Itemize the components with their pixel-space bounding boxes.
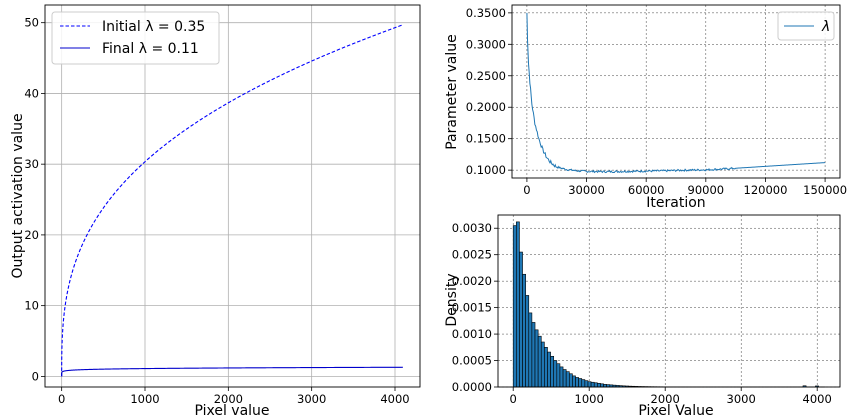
x-tick-label: 150000 [803,183,847,197]
histogram-bar [534,329,539,388]
histogram-ylabel: Density [444,273,460,326]
x-tick-label: 2000 [651,392,680,406]
histogram-ticks: 0 1000 2000 3000 4000 0.0000 0.0005 0.0010 0.001… [452,221,832,406]
x-tick-label: 2000 [214,392,243,406]
x-tick-label: 120000 [744,183,788,197]
histogram-bar [512,225,517,388]
y-tick-label: 40 [24,86,39,100]
histogram-bar [590,381,595,388]
activation-series [61,24,404,377]
series-initial-line [61,24,404,377]
x-tick-label: 1000 [130,392,159,406]
y-tick-label: 0.0025 [452,248,492,262]
x-tick-label: 4000 [380,392,409,406]
y-tick-label: 0.2500 [466,69,506,83]
activation-ticks: 0 1000 2000 3000 4000 0 10 20 30 40 50 [24,16,409,406]
y-tick-label: 0.0020 [452,274,492,288]
lambda-plot-frame [511,4,841,179]
lambda-ticks: 0 30000 60000 90000 120000 150000 0.1000 0.1500… [466,6,847,197]
y-tick-label: 0.0000 [452,380,492,394]
activation-plot: 0 1000 2000 3000 4000 0 10 20 30 40 50 Pixel value… [10,4,421,418]
activation-legend: Initial λ = 0.35 Final λ = 0.11 [51,11,220,65]
histogram-bar [559,366,564,388]
x-tick-label: 60000 [628,183,665,197]
activation-legend-box [51,11,220,65]
histogram-bar [575,377,579,388]
histogram-bars [512,221,826,388]
activation-xlabel: Pixel value [194,403,269,418]
legend-label-final: Final λ = 0.11 [102,41,199,57]
y-tick-label: 20 [24,228,39,242]
y-tick-label: 0.1500 [466,132,506,146]
x-tick-label: 1000 [575,392,604,406]
y-tick-label: 0 [32,369,39,383]
histogram-bar [540,341,545,388]
histogram-bar [528,312,533,388]
y-tick-label: 0.0030 [452,221,492,235]
y-tick-label: 0.2000 [466,100,506,114]
histogram-xlabel: Pixel Value [638,403,713,418]
histogram-bar [522,273,526,388]
y-tick-label: 30 [24,157,39,171]
x-tick-label: 3000 [297,392,326,406]
y-tick-label: 50 [24,16,39,30]
histogram-bar [556,363,561,388]
lambda-legend: λ [777,11,835,41]
histogram-bar [581,379,586,388]
histogram-bar [562,369,567,388]
histogram-bar [584,380,589,388]
x-tick-label: 30000 [568,183,605,197]
y-tick-label: 0.0015 [452,301,492,315]
lambda-plot: 0 30000 60000 90000 120000 150000 0.1000 0.1500… [444,4,847,211]
histogram-bar [578,378,583,388]
histogram-bar [593,382,598,388]
histogram-bar [537,335,542,388]
x-tick-label: 4000 [803,392,832,406]
histogram-plot-frame [497,214,841,388]
activation-plot-frame [44,4,421,388]
histogram-bar [565,371,570,388]
histogram-bar [553,360,558,388]
histogram-bar [516,221,520,388]
legend-label-lambda: λ [821,19,830,35]
activation-ylabel: Output activation value [10,113,26,278]
histogram-bar [547,351,551,388]
lambda-xlabel: Iteration [646,195,705,211]
y-tick-label: 10 [24,299,39,313]
lambda-series [526,12,826,174]
histogram-bar [519,251,523,388]
legend-label-initial: Initial λ = 0.35 [102,19,205,35]
series-final-line [61,366,403,377]
y-tick-label: 0.0005 [452,354,492,368]
x-tick-label: 0 [58,392,65,406]
x-tick-label: 0 [510,392,517,406]
y-tick-label: 0.3500 [466,6,506,20]
series-lambda-line [526,12,826,174]
histogram-bar [550,355,555,388]
y-tick-label: 0.1000 [466,163,506,177]
histogram-bar [525,295,530,388]
x-tick-label: 90000 [688,183,725,197]
histogram-plot: 0 1000 2000 3000 4000 0.0000 0.0005 0.0010 0.001… [444,214,841,418]
histogram-bar [531,322,536,388]
histogram-bar [544,347,548,388]
histogram-bar [600,383,604,388]
x-tick-label: 0 [523,183,530,197]
histogram-bar [568,373,573,388]
histogram-bar [597,382,601,388]
x-tick-label: 3000 [727,392,756,406]
histogram-bar [587,381,592,388]
y-tick-label: 0.0010 [452,327,492,341]
lambda-ylabel: Parameter value [444,34,460,150]
histogram-bar [572,375,576,388]
y-tick-label: 0.3000 [466,37,506,51]
